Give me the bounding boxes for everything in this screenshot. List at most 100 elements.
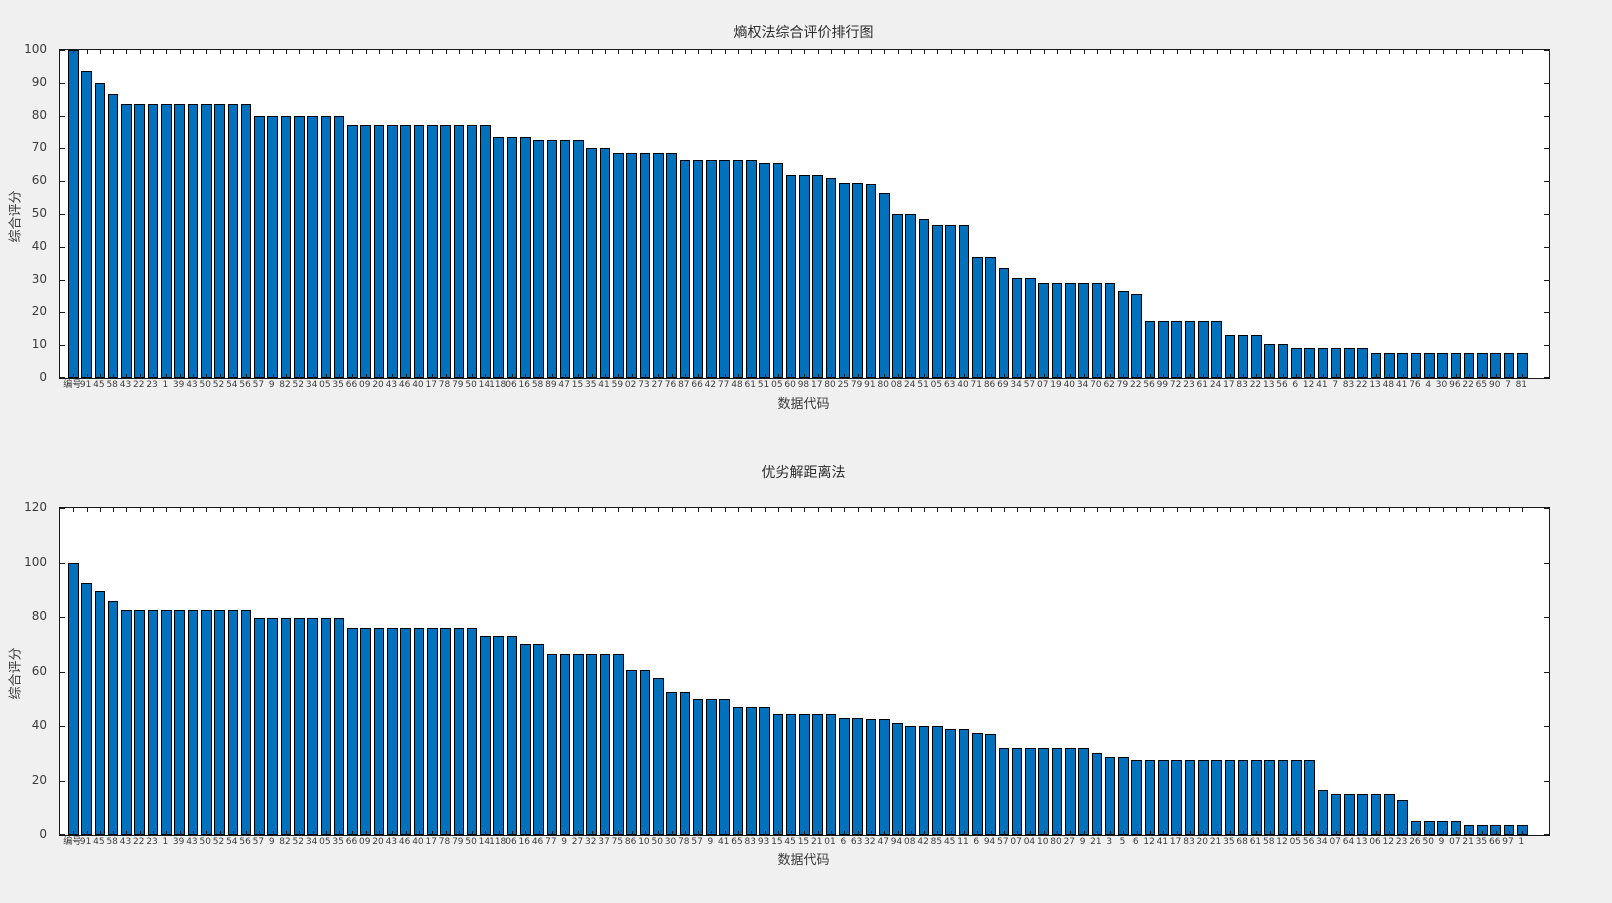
x-tick-mark: [950, 50, 952, 54]
x-tick-mark: [339, 831, 341, 835]
x-tick-label: 6: [840, 837, 847, 847]
y-tick-mark: [1544, 562, 1549, 564]
bar: [147, 104, 159, 378]
x-tick-mark: [99, 508, 101, 512]
bar: [81, 71, 92, 378]
x-tick-mark: [684, 831, 686, 835]
x-tick-mark: [392, 508, 394, 512]
x-tick-label: 59: [611, 380, 624, 390]
x-tick-mark: [299, 831, 301, 835]
x-tick-mark: [990, 508, 992, 512]
x-tick-mark: [1482, 508, 1484, 512]
x-tick-mark: [538, 50, 540, 54]
x-tick-mark: [1482, 374, 1484, 378]
x-tick-mark: [884, 508, 886, 512]
bar: [333, 115, 345, 378]
x-tick-mark: [1243, 50, 1245, 54]
bar: [945, 728, 956, 835]
x-tick-mark: [1495, 508, 1497, 512]
bar: [878, 719, 890, 835]
x-tick-mark: [1083, 50, 1085, 54]
bar: [214, 610, 225, 835]
x-tick-label: 20: [1196, 837, 1208, 847]
x-tick-mark: [565, 508, 567, 512]
x-tick-mark: [671, 831, 673, 835]
x-tick-label: 50: [651, 837, 663, 847]
y-tick-mark: [60, 246, 65, 248]
x-tick-mark: [1003, 374, 1005, 378]
bar: [453, 125, 465, 378]
x-tick-mark: [166, 374, 168, 378]
bar: [373, 627, 385, 835]
x-tick-label: 22: [133, 837, 145, 847]
x-tick-label: 93: [757, 837, 770, 847]
x-tick-mark: [737, 508, 739, 512]
bar: [719, 698, 730, 835]
bar: [599, 148, 611, 378]
bar: [1104, 282, 1116, 378]
bar: [586, 148, 598, 378]
x-tick-label: 99: [1156, 380, 1169, 390]
x-tick-mark: [1402, 831, 1404, 835]
x-tick-label: 27: [651, 380, 663, 390]
x-tick-mark: [498, 374, 500, 378]
x-tick-mark: [1296, 50, 1298, 54]
bar: [1171, 760, 1182, 835]
y-tick-mark: [60, 82, 65, 84]
x-tick-label: 61: [1196, 380, 1208, 390]
x-tick-label: 20: [372, 837, 384, 847]
x-tick-mark: [352, 50, 354, 54]
x-tick-mark: [804, 50, 806, 54]
x-tick-mark: [1256, 831, 1258, 835]
x-tick-mark: [910, 831, 912, 835]
y-tick-mark: [1544, 50, 1549, 51]
x-tick-mark: [1336, 831, 1338, 835]
x-tick-mark: [1442, 50, 1444, 54]
x-tick-mark: [1243, 374, 1245, 378]
x-tick-mark: [1123, 831, 1125, 835]
x-tick-mark: [764, 831, 766, 835]
x-tick-mark: [272, 831, 274, 835]
y-tick-mark: [60, 780, 65, 782]
x-tick-label: 80: [1050, 837, 1062, 847]
x-tick-mark: [831, 50, 833, 54]
x-tick-label: 23: [146, 380, 158, 390]
bar: [1197, 760, 1209, 835]
x-tick-label: 39: [172, 837, 185, 847]
x-tick-label: 14: [478, 837, 491, 847]
x-tick-label: 21: [1209, 837, 1222, 847]
y-tick-label: 0: [39, 370, 47, 384]
x-tick-label: 118: [489, 380, 507, 390]
x-tick-label: 06: [1369, 837, 1381, 847]
x-tick-mark: [631, 508, 633, 512]
x-tick-label: 90: [1488, 380, 1501, 390]
x-tick-mark: [1322, 831, 1324, 835]
x-tick-label: 07: [1329, 837, 1341, 847]
x-tick-label: 57: [1023, 380, 1036, 390]
x-tick-mark: [139, 508, 141, 512]
bar: [1065, 747, 1076, 835]
x-tick-mark: [153, 508, 155, 512]
x-tick-mark: [831, 508, 833, 512]
bar: [1118, 291, 1129, 378]
y-axis-tick-labels: 0 10 20 30 40 50 60 70 80 90 100: [0, 43, 53, 384]
x-tick-mark: [1402, 50, 1404, 54]
x-tick-mark: [179, 831, 181, 835]
bar: [413, 627, 425, 835]
x-tick-mark: [285, 831, 287, 835]
y-tick-mark: [60, 214, 65, 215]
x-tick-mark: [1123, 508, 1125, 512]
x-tick-mark: [1522, 831, 1524, 835]
bar: [799, 174, 810, 378]
x-tick-mark: [1309, 374, 1311, 378]
x-tick-mark: [1322, 508, 1324, 512]
x-tick-mark: [844, 374, 846, 378]
x-tick-mark: [458, 508, 460, 512]
x-tick-mark: [684, 508, 686, 512]
x-tick-mark: [870, 508, 872, 512]
x-tick-label: 35: [332, 380, 344, 390]
x-tick-mark: [511, 831, 513, 835]
x-tick-label: 34: [305, 837, 318, 847]
y-tick-label: 100: [24, 42, 47, 56]
